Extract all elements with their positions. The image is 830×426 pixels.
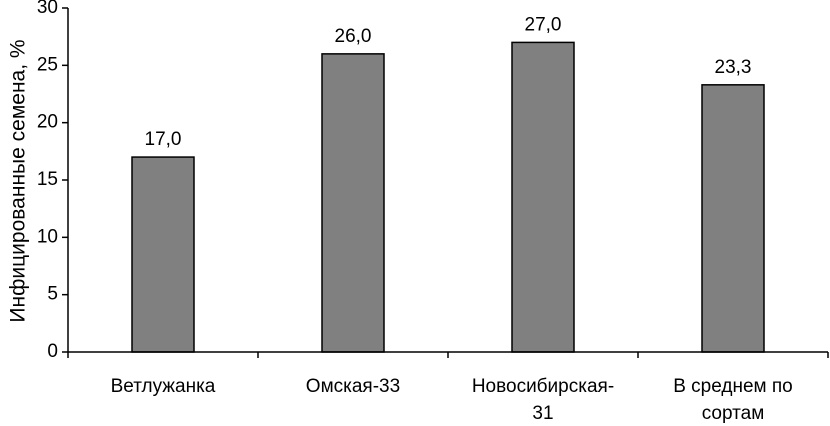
y-tick-label: 15: [37, 169, 58, 190]
x-category-label: Омская-33: [306, 376, 400, 397]
x-category-label: В среднем по сортам: [673, 376, 793, 424]
y-tick-label: 0: [47, 341, 58, 362]
category-labels: Ветлужанка Омская-33 Новосибирская-31 В сре…: [67, 352, 829, 424]
bar: [321, 53, 385, 353]
y-tick-label: 30: [37, 0, 58, 18]
y-axis-label: Инфицированные семена, %: [7, 39, 30, 322]
y-tick-label: 25: [37, 54, 58, 75]
bar-value-label: 27,0: [525, 14, 562, 35]
y-tick-label: 20: [37, 112, 58, 133]
y-tick-label: 10: [37, 226, 58, 247]
y-tick-label: 5: [47, 284, 58, 305]
bar-value-label: 17,0: [145, 129, 182, 150]
x-category-label: Новосибирская-31: [472, 376, 614, 424]
bar: [701, 84, 765, 353]
bars: [131, 41, 765, 353]
y-axis-ticks: 0 5 10 15 20 25 30: [37, 0, 68, 362]
data-labels: 17,0 26,0 27,0 23,3: [145, 14, 752, 150]
bar: [131, 156, 195, 353]
bar-value-label: 26,0: [335, 26, 372, 47]
bar-value-label: 23,3: [715, 57, 752, 78]
x-category-label: Ветлужанка: [111, 376, 216, 397]
bar: [511, 41, 575, 353]
